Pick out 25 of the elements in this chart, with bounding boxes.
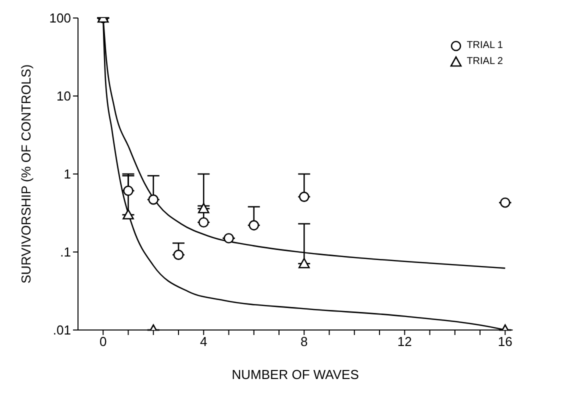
- y-tick-label: 1: [64, 166, 71, 182]
- point: [148, 194, 159, 205]
- y-tick-label: 10: [56, 88, 71, 104]
- point: [298, 258, 310, 268]
- y-tick-label: .01: [52, 322, 71, 338]
- y-tick-label: 100: [49, 10, 71, 26]
- point: [298, 192, 310, 202]
- point: [123, 186, 134, 196]
- y-tick-label: .1: [60, 244, 71, 260]
- x-tick-label: 8: [300, 334, 308, 350]
- point: [198, 202, 210, 214]
- point: [500, 197, 510, 208]
- x-tick-label: 0: [100, 334, 107, 350]
- x-tick-label: 12: [397, 334, 412, 350]
- legend-label: TRIAL 2: [466, 55, 503, 69]
- x-axis-title: NUMBER OF WAVES: [232, 367, 360, 382]
- x-tick-label: 4: [200, 334, 208, 350]
- point: [122, 209, 134, 220]
- legend-label: TRIAL 1: [466, 39, 503, 53]
- point: [224, 233, 234, 244]
- y-axis-title: SURVIVORSHIP (% OF CONTROLS): [18, 64, 34, 284]
- point: [248, 220, 260, 230]
- x-tick-label: 16: [498, 334, 512, 350]
- point: [173, 250, 184, 260]
- point: [198, 217, 209, 228]
